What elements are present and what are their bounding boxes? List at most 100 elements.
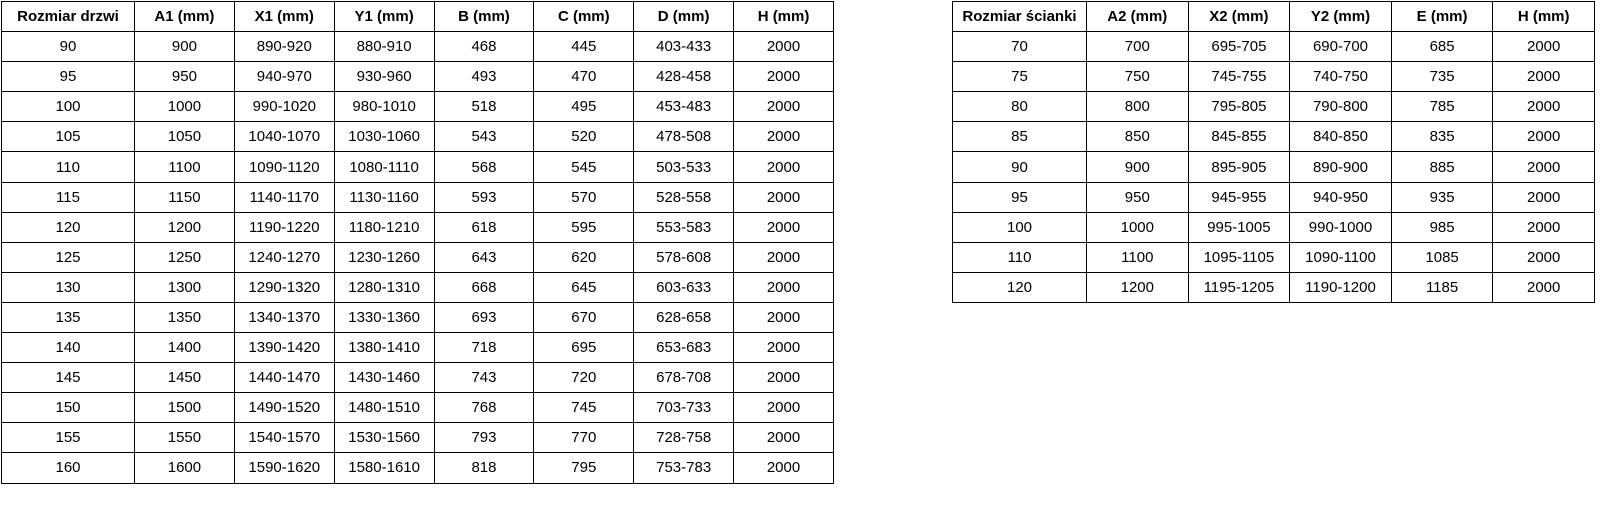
- table-cell: 1250: [134, 241, 235, 273]
- table-cell: 1600: [134, 452, 235, 484]
- table-cell: 75: [952, 61, 1087, 93]
- table-cell: 790-800: [1289, 91, 1392, 123]
- table-cell: 453-483: [633, 91, 735, 123]
- table-cell: 470: [533, 61, 635, 93]
- table-cell: 140: [1, 332, 135, 364]
- table-cell: 800: [1086, 91, 1189, 123]
- table-cell: 1440-1470: [233, 362, 335, 394]
- table-cell: 2000: [1492, 241, 1595, 273]
- table-cell: 95: [952, 181, 1087, 213]
- table-cell: 2000: [733, 271, 834, 303]
- table-cell: 645: [533, 271, 635, 303]
- table-cell: 130: [1, 271, 135, 303]
- table-row: 135 1350 1340-1370 1330-1360 693 670 628-658 20…: [1, 301, 834, 334]
- table-cell: 900: [134, 31, 235, 63]
- table-cell: 125: [1, 241, 135, 273]
- table-cell: 950: [134, 61, 235, 93]
- table-cell: 900: [1086, 151, 1189, 183]
- table-cell: 1190-1220: [233, 211, 335, 243]
- table-cell: 1000: [1086, 211, 1189, 243]
- table-cell: 545: [533, 151, 635, 183]
- table-row: 90 900 890-920 880-910 468 445 403-433 2000: [1, 31, 834, 63]
- wall-sizes-table: Rozmiar ścianki A2 (mm) X2 (mm) Y2 (mm) E (m…: [952, 0, 1595, 303]
- table-row: 150 1500 1490-1520 1480-1510 768 745 703-733 20…: [1, 392, 834, 424]
- table-row: 80 800 795-805 790-800 785 2000: [952, 91, 1595, 123]
- table-cell: 1050: [134, 121, 235, 153]
- table-cell: 2000: [733, 151, 834, 183]
- table-cell: 2000: [733, 121, 834, 153]
- table-row: 100 1000 990-1020 980-1010 518 495 453-483 2000: [1, 91, 834, 123]
- table-cell: 1490-1520: [233, 392, 335, 424]
- table-cell: 403-433: [633, 31, 735, 63]
- table-cell: 940-970: [233, 61, 335, 93]
- table-cell: 890-920: [233, 31, 335, 63]
- table-row: 105 1050 1040-1070 1030-1060 543 520 478-508 20…: [1, 121, 834, 153]
- table-cell: 1380-1410: [333, 332, 435, 364]
- table-cell: 990-1020: [233, 91, 335, 123]
- table-cell: 695: [533, 332, 635, 364]
- table-cell: 1150: [134, 181, 235, 213]
- table-cell: 940-950: [1289, 181, 1392, 213]
- table-row: 85 850 845-855 840-850 835 2000: [952, 121, 1595, 153]
- table-cell: 2000: [733, 241, 834, 273]
- table-cell: 100: [952, 211, 1087, 243]
- table-row: 130 1300 1290-1320 1280-1310 668 645 603-633 20…: [1, 271, 834, 303]
- table-cell: 1095-1105: [1187, 241, 1291, 273]
- table-cell: 70: [952, 31, 1087, 63]
- column-header: Rozmiar ścianki: [952, 0, 1087, 33]
- table-cell: 670: [533, 301, 635, 334]
- table-cell: 1130-1160: [333, 181, 435, 213]
- table-cell: 2000: [733, 332, 834, 364]
- table-cell: 1590-1620: [233, 452, 335, 484]
- table-cell: 690-700: [1289, 31, 1392, 63]
- table-cell: 2000: [733, 31, 834, 63]
- table-cell: 885: [1390, 151, 1494, 183]
- table-cell: 945-955: [1187, 181, 1291, 213]
- table-cell: 768: [433, 392, 535, 424]
- table-row: 115 1150 1140-1170 1130-1160 593 570 528-558 20…: [1, 181, 834, 213]
- table-row: 160 1600 1590-1620 1580-1610 818 795 753-783 20…: [1, 452, 834, 484]
- table-cell: 155: [1, 422, 135, 454]
- table-cell: 1040-1070: [233, 121, 335, 153]
- column-header: C (mm): [533, 0, 635, 33]
- header-row: Rozmiar drzwi A1 (mm) X1 (mm) Y1 (mm) B (mm)…: [1, 0, 834, 33]
- table-cell: 1530-1560: [333, 422, 435, 454]
- table-cell: 935: [1390, 181, 1494, 213]
- table-cell: 818: [433, 452, 535, 484]
- table-cell: 1330-1360: [333, 301, 435, 334]
- table-row: 125 1250 1240-1270 1230-1260 643 620 578-608 20…: [1, 241, 834, 273]
- table-cell: 80: [952, 91, 1087, 123]
- table-cell: 685: [1390, 31, 1494, 63]
- table-cell: 2000: [1492, 151, 1595, 183]
- table-cell: 2000: [733, 362, 834, 394]
- table-cell: 795: [533, 452, 635, 484]
- table-row: 110 1100 1090-1120 1080-1110 568 545 503-533 20…: [1, 151, 834, 183]
- table-cell: 428-458: [633, 61, 735, 93]
- table-cell: 2000: [1492, 91, 1595, 123]
- table-cell: 100: [1, 91, 135, 123]
- table-cell: 1580-1610: [333, 452, 435, 484]
- table-cell: 753-783: [633, 452, 735, 484]
- table-row: 70 700 695-705 690-700 685 2000: [952, 31, 1595, 63]
- table-cell: 160: [1, 452, 135, 484]
- table-cell: 693: [433, 301, 535, 334]
- table-cell: 1340-1370: [233, 301, 335, 334]
- table-cell: 2000: [733, 452, 834, 484]
- table-row: 120 1200 1190-1220 1180-1210 618 595 553-583 20…: [1, 211, 834, 243]
- table-cell: 720: [533, 362, 635, 394]
- table-cell: 628-658: [633, 301, 735, 334]
- table-cell: 728-758: [633, 422, 735, 454]
- column-header: Y2 (mm): [1289, 0, 1392, 33]
- table-cell: 2000: [733, 422, 834, 454]
- table-cell: 493: [433, 61, 535, 93]
- table-row: 95 950 940-970 930-960 493 470 428-458 2000: [1, 61, 834, 93]
- table-cell: 2000: [733, 392, 834, 424]
- table-cell: 1030-1060: [333, 121, 435, 153]
- table-cell: 995-1005: [1187, 211, 1291, 243]
- table-cell: 1100: [134, 151, 235, 183]
- table-cell: 2000: [733, 61, 834, 93]
- table-cell: 643: [433, 241, 535, 273]
- table-cell: 570: [533, 181, 635, 213]
- table-cell: 1200: [1086, 271, 1189, 303]
